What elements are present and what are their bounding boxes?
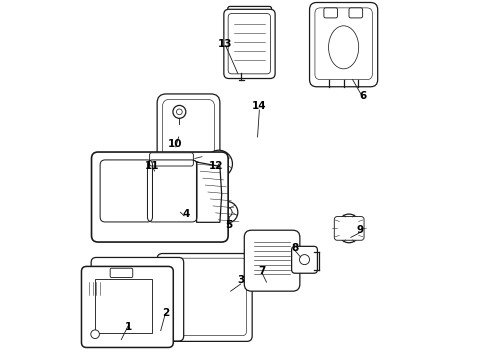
FancyBboxPatch shape	[149, 153, 194, 166]
Text: 8: 8	[292, 243, 299, 253]
Ellipse shape	[216, 202, 238, 223]
Ellipse shape	[91, 330, 99, 338]
FancyBboxPatch shape	[245, 230, 300, 291]
FancyBboxPatch shape	[157, 94, 220, 169]
Text: 7: 7	[259, 266, 266, 276]
Text: 1: 1	[125, 322, 132, 332]
Text: 4: 4	[182, 209, 190, 219]
Ellipse shape	[170, 196, 188, 214]
Bar	[95, 279, 152, 333]
Text: 5: 5	[225, 220, 232, 230]
FancyBboxPatch shape	[349, 8, 363, 18]
Text: 10: 10	[168, 139, 182, 149]
FancyBboxPatch shape	[228, 6, 271, 17]
Text: 2: 2	[163, 308, 170, 318]
Text: 14: 14	[252, 102, 267, 112]
FancyBboxPatch shape	[334, 217, 364, 240]
FancyBboxPatch shape	[110, 268, 133, 278]
Text: 3: 3	[238, 275, 245, 285]
Text: 9: 9	[356, 225, 363, 235]
FancyBboxPatch shape	[292, 246, 318, 273]
Ellipse shape	[205, 150, 232, 177]
FancyBboxPatch shape	[92, 152, 228, 242]
FancyBboxPatch shape	[324, 8, 338, 18]
Text: 13: 13	[218, 39, 233, 49]
Ellipse shape	[145, 159, 165, 179]
FancyBboxPatch shape	[310, 3, 378, 87]
FancyBboxPatch shape	[224, 9, 275, 78]
Ellipse shape	[337, 214, 361, 243]
FancyBboxPatch shape	[91, 257, 184, 341]
Text: 6: 6	[360, 91, 367, 101]
FancyBboxPatch shape	[157, 253, 252, 341]
FancyBboxPatch shape	[81, 266, 173, 347]
Text: 11: 11	[145, 161, 160, 171]
Text: 12: 12	[209, 161, 223, 171]
